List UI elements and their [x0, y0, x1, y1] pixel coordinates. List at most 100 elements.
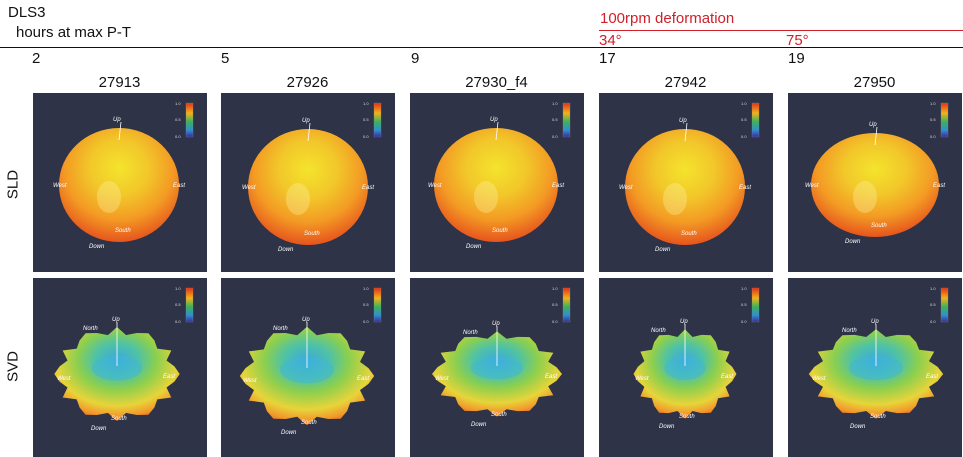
south-label: South	[301, 420, 317, 426]
south-label: South	[111, 416, 127, 422]
svd-panel-3: 1.0 0.5 0.0 Up North Down South West East	[599, 278, 773, 457]
up-label: Up	[113, 117, 121, 123]
hours-tick-3: 17	[599, 50, 616, 67]
svd-render-1: 1.0 0.5 0.0 Up North Down South West East	[239, 286, 382, 436]
colorbar: 1.0 0.5 0.0	[175, 286, 194, 324]
sld-panel-4: 1.0 0.5 0.0 Up Down South West East	[788, 93, 962, 272]
svd-body	[432, 331, 562, 417]
colorbar-tick: 1.0	[552, 101, 558, 106]
north-label: North	[83, 326, 98, 332]
east-label: East	[163, 374, 175, 380]
south-label: South	[679, 414, 695, 420]
colorbar-tick: 1.0	[363, 101, 369, 106]
hours-tick-2: 9	[411, 50, 420, 67]
west-label: West	[805, 183, 819, 189]
south-label: South	[304, 231, 320, 237]
colorbar: 1.0 0.5 0.0	[741, 101, 760, 139]
south-label: South	[115, 228, 131, 234]
sample-label-3: 27942	[664, 74, 707, 91]
south-label: South	[492, 228, 508, 234]
svd-render-3: 1.0 0.5 0.0 Up North Down South West East	[633, 286, 760, 430]
down-label: Down	[471, 422, 487, 428]
down-label: Down	[91, 426, 107, 432]
up-label: Up	[492, 321, 500, 327]
colorbar-tick: 0.0	[741, 319, 747, 324]
colorbar-tick: 1.0	[741, 101, 747, 106]
colorbar-tick: 0.5	[363, 117, 369, 122]
north-label: North	[651, 328, 666, 334]
deformation-underline	[599, 30, 963, 31]
deformed-sphere	[59, 128, 179, 242]
up-label: Up	[302, 317, 310, 323]
colorbar: 1.0 0.5 0.0	[741, 286, 760, 324]
svd-panel-1: 1.0 0.5 0.0 Up North Down South West East	[221, 278, 395, 457]
colorbar-tick: 1.0	[175, 286, 181, 291]
south-label: South	[491, 412, 507, 418]
up-label: Up	[490, 117, 498, 123]
sample-label-2: 27930_f4	[465, 74, 528, 91]
colorbar-tick: 0.0	[175, 319, 181, 324]
colorbar-tick: 1.0	[175, 101, 181, 106]
sld-panel-0: 1.0 0.5 0.0 Up Down South West East	[33, 93, 207, 272]
svd-body	[633, 329, 737, 419]
colorbar-tick: 0.5	[552, 302, 558, 307]
up-label: Up	[680, 319, 688, 325]
west-label: West	[242, 185, 256, 191]
east-label: East	[552, 183, 564, 189]
down-label: Down	[845, 239, 861, 245]
east-label: East	[739, 185, 751, 191]
svd-body	[239, 326, 375, 426]
colorbar-tick: 1.0	[363, 286, 369, 291]
colorbar-tick: 0.5	[363, 302, 369, 307]
hours-tick-0: 2	[32, 50, 41, 67]
colorbar-tick: 1.0	[930, 286, 936, 291]
colorbar: 1.0 0.5 0.0	[552, 286, 571, 324]
west-label: West	[635, 376, 649, 382]
colorbar-tick: 1.0	[930, 101, 936, 106]
hours-tick-4: 19	[788, 50, 805, 67]
svd-panel-4: 1.0 0.5 0.0 Up North Down South West East	[788, 278, 962, 457]
east-label: East	[721, 374, 733, 380]
up-label: Up	[871, 319, 879, 325]
svd-panel-0: 1.0 0.5 0.0 Up North Down South West East	[33, 278, 207, 457]
south-label: South	[871, 223, 887, 229]
colorbar-tick: 0.5	[175, 117, 181, 122]
sld-panel-1: 1.0 0.5 0.0 Up Down South West East	[221, 93, 395, 272]
colorbar-tick: 0.5	[175, 302, 181, 307]
svd-body	[808, 329, 944, 419]
north-label: North	[463, 330, 478, 336]
sld-panel-2: 1.0 0.5 0.0 Up Down South West East	[410, 93, 584, 272]
row-label-svd: SVD	[4, 351, 22, 382]
down-label: Down	[466, 244, 482, 250]
sample-label-1: 27926	[286, 74, 329, 91]
row-label-sld: SLD	[4, 169, 22, 200]
up-label: Up	[869, 122, 877, 128]
north-label: North	[842, 328, 857, 334]
colorbar-tick: 1.0	[552, 286, 558, 291]
west-label: West	[428, 183, 442, 189]
svd-body	[54, 327, 180, 421]
svd-panel-2: 1.0 0.5 0.0 Up North Down South West East	[410, 278, 584, 457]
sld-render-0: 1.0 0.5 0.0 Up Down South West East	[53, 101, 194, 250]
sld-render-2: 1.0 0.5 0.0 Up Down South West East	[428, 101, 571, 250]
sld-body	[248, 129, 368, 245]
colorbar-tick: 0.0	[930, 319, 936, 324]
west-label: West	[243, 378, 257, 384]
colorbar: 1.0 0.5 0.0	[175, 101, 194, 139]
down-label: Down	[659, 424, 675, 430]
colorbar-tick: 0.0	[552, 319, 558, 324]
up-label: Up	[679, 118, 687, 124]
sld-render-4: 1.0 0.5 0.0 Up Down South West East	[805, 101, 949, 245]
west-label: West	[435, 376, 449, 382]
west-label: West	[619, 185, 633, 191]
colorbar: 1.0 0.5 0.0	[363, 286, 382, 324]
sld-body	[434, 128, 558, 242]
svd-render-2: 1.0 0.5 0.0 Up North Down South West East	[432, 286, 571, 428]
colorbar-tick: 0.5	[741, 302, 747, 307]
east-label: East	[545, 374, 557, 380]
sld-body	[625, 129, 745, 245]
angle-label-34: 34°	[599, 32, 622, 49]
deformed-sphere	[625, 129, 745, 245]
east-label: East	[362, 185, 374, 191]
colorbar-tick: 0.0	[363, 319, 369, 324]
